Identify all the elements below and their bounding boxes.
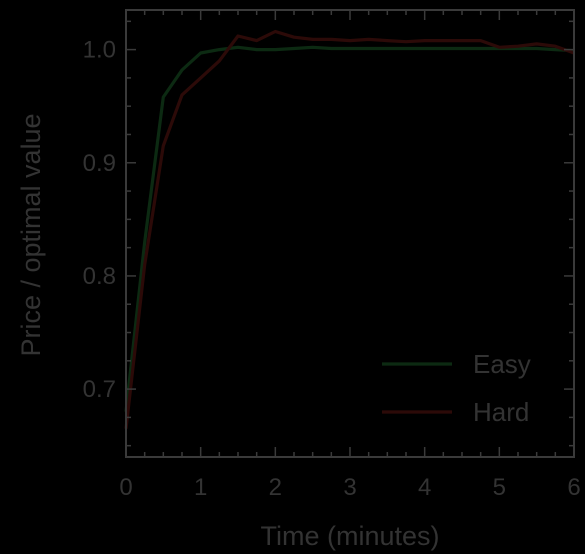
- x-tick-label: 2: [269, 474, 282, 501]
- x-tick-label: 4: [418, 474, 431, 501]
- y-tick-label: 0.8: [83, 263, 116, 290]
- legend: Easy Hard: [382, 349, 531, 427]
- x-tick-label: 6: [567, 474, 580, 501]
- x-tick-label: 0: [119, 474, 132, 501]
- series-line-hard: [124, 29, 575, 429]
- y-axis-title: Price / optimal value: [16, 113, 46, 356]
- y-tick-label: 1.0: [83, 37, 116, 64]
- x-tick-label: 1: [194, 474, 207, 501]
- x-axis-title: Time (minutes): [260, 521, 439, 551]
- legend-label-easy: Easy: [473, 349, 531, 379]
- y-axis-ticks: 0.7 0.8 0.9 1.0: [83, 20, 574, 447]
- legend-label-hard: Hard: [473, 397, 529, 427]
- x-tick-label: 5: [493, 474, 506, 501]
- y-tick-label: 0.9: [83, 150, 116, 177]
- series-layer: [124, 29, 575, 429]
- x-axis-ticks: 0 1 2 3 4 5 6: [119, 10, 581, 501]
- x-tick-label: 3: [343, 474, 356, 501]
- y-tick-label: 0.7: [83, 376, 116, 403]
